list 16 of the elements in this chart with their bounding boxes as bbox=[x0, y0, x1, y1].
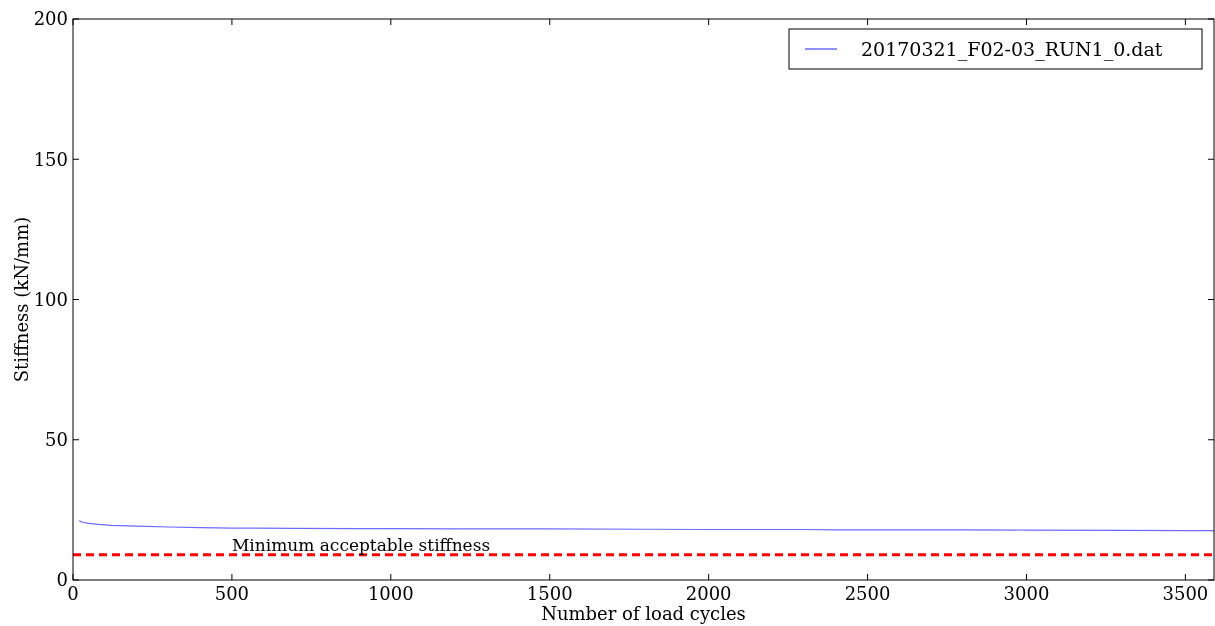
x-tick-label: 3000 bbox=[1003, 583, 1050, 604]
x-tick-label: 3500 bbox=[1162, 583, 1209, 604]
y-tick-label: 50 bbox=[45, 429, 68, 451]
x-tick-label: 1000 bbox=[367, 583, 414, 604]
y-tick-label: 200 bbox=[33, 8, 68, 30]
x-tick-label: 1500 bbox=[526, 583, 573, 604]
ref-line-label: Minimum acceptable stiffness bbox=[231, 534, 491, 555]
x-tick-label: 2500 bbox=[844, 583, 891, 604]
y-tick-label: 100 bbox=[33, 288, 68, 310]
x-tick-label: 500 bbox=[214, 583, 250, 604]
y-axis-title: Stiffness (kN/mm) bbox=[11, 216, 32, 383]
x-tick-label: 2000 bbox=[685, 583, 732, 604]
x-axis-title: Number of load cycles bbox=[541, 603, 746, 624]
legend-label: 20170321_F02-03_RUN1_0.dat bbox=[861, 37, 1163, 61]
line-series bbox=[78, 519, 1214, 532]
y-tick-label: 150 bbox=[33, 148, 68, 170]
